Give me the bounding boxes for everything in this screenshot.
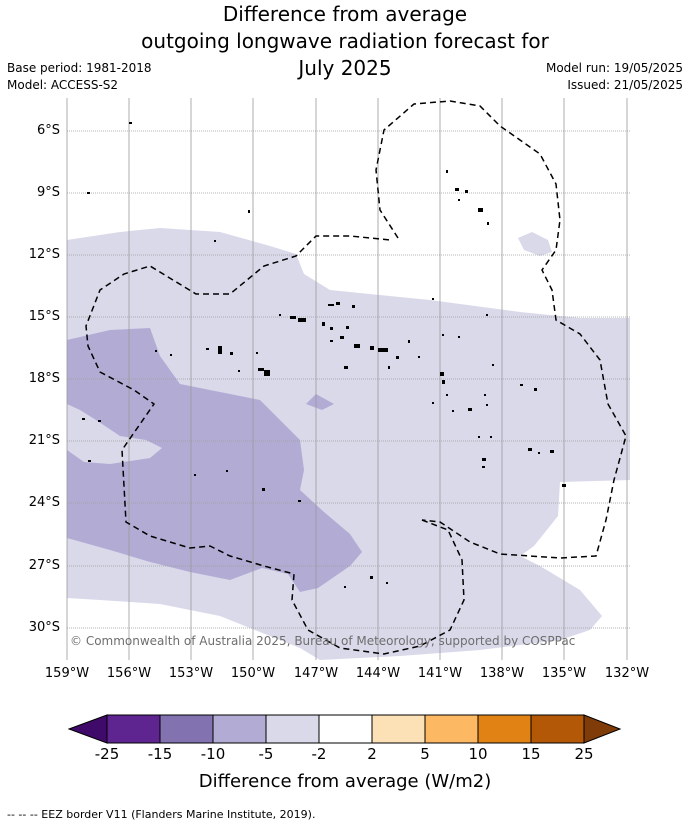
colorbar-tick: -5 <box>258 745 274 763</box>
colorbar-tick: -25 <box>94 745 120 763</box>
colorbar-tick: -15 <box>147 745 173 763</box>
lat-label-30s: 30°S <box>28 620 60 635</box>
lon-label-147w: 147°W <box>293 666 339 681</box>
colorbar-bin-8 <box>477 714 532 744</box>
title-line-2: outgoing longwave radiation forecast for <box>141 29 549 53</box>
lat-label-9s: 9°S <box>36 185 60 200</box>
map-title: Difference from average outgoing longwav… <box>0 1 690 82</box>
lon-label-135w: 135°W <box>541 666 587 681</box>
colorbar-tick: -10 <box>200 745 226 763</box>
lon-label-150w: 150°W <box>230 666 276 681</box>
issued-date: Issued: 21/05/2025 <box>567 78 683 92</box>
colorbar-tick: 15 <box>521 745 541 763</box>
island-markers <box>82 122 566 588</box>
colorbar-tick: -2 <box>311 745 327 763</box>
meta-right: Model run: 19/05/2025 Issued: 21/05/2025 <box>546 60 683 94</box>
colorbar-bin-9 <box>530 714 585 744</box>
title-line-3: July 2025 <box>298 56 392 80</box>
meridians <box>66 98 628 660</box>
colorbar-min-triangle <box>67 714 108 744</box>
colorbar-tick: 25 <box>574 745 594 763</box>
lat-label-12s: 12°S <box>28 247 60 262</box>
lat-label-24s: 24°S <box>28 495 60 510</box>
colorbar-bin-4 <box>265 714 320 744</box>
colorbar-bin-5 <box>318 714 373 744</box>
model-name: Model: ACCESS-S2 <box>7 78 119 92</box>
anomaly-region-dark <box>67 328 362 592</box>
colorbar-bin-7 <box>424 714 479 744</box>
anomaly-patch-small <box>306 394 334 410</box>
colorbar-tick: 5 <box>420 745 430 763</box>
meta-left: Base period: 1981-2018 Model: ACCESS-S2 <box>7 60 152 94</box>
colorbar-tick: 10 <box>468 745 488 763</box>
colorbar-bin-6 <box>371 714 426 744</box>
lon-label-138w: 138°W <box>479 666 525 681</box>
colorbar-tick: 2 <box>367 745 377 763</box>
model-run: Model run: 19/05/2025 <box>545 61 683 75</box>
lon-label-159w: 159°W <box>44 666 90 681</box>
eez-borders <box>85 100 627 655</box>
lon-label-144w: 144°W <box>355 666 401 681</box>
colorbar-bin-1 <box>106 714 161 744</box>
eez-legend: -- -- -- EEZ border V11 (Flanders Marine… <box>7 808 316 821</box>
base-period: Base period: 1981-2018 <box>7 61 152 75</box>
lat-label-27s: 27°S <box>28 558 60 573</box>
lon-label-156w: 156°W <box>106 666 152 681</box>
copyright-notice: © Commonwealth of Australia 2025, Bureau… <box>70 634 576 648</box>
lat-label-21s: 21°S <box>28 433 60 448</box>
lat-label-18s: 18°S <box>28 371 60 386</box>
colorbar-bin-3 <box>212 714 267 744</box>
lat-label-6s: 6°S <box>36 123 60 138</box>
colorbar-max-triangle <box>583 714 622 744</box>
anomaly-patch-northeast <box>518 232 552 256</box>
colorbar-bin-2 <box>159 714 214 744</box>
lon-label-132w: 132°W <box>604 666 650 681</box>
lon-label-141w: 141°W <box>417 666 463 681</box>
colorbar-label: Difference from average (W/m2) <box>198 771 492 792</box>
title-line-1: Difference from average <box>222 2 468 26</box>
colorbar <box>67 714 622 744</box>
anomaly-region-light <box>67 228 630 660</box>
lat-label-15s: 15°S <box>28 309 60 324</box>
lon-label-153w: 153°W <box>168 666 214 681</box>
